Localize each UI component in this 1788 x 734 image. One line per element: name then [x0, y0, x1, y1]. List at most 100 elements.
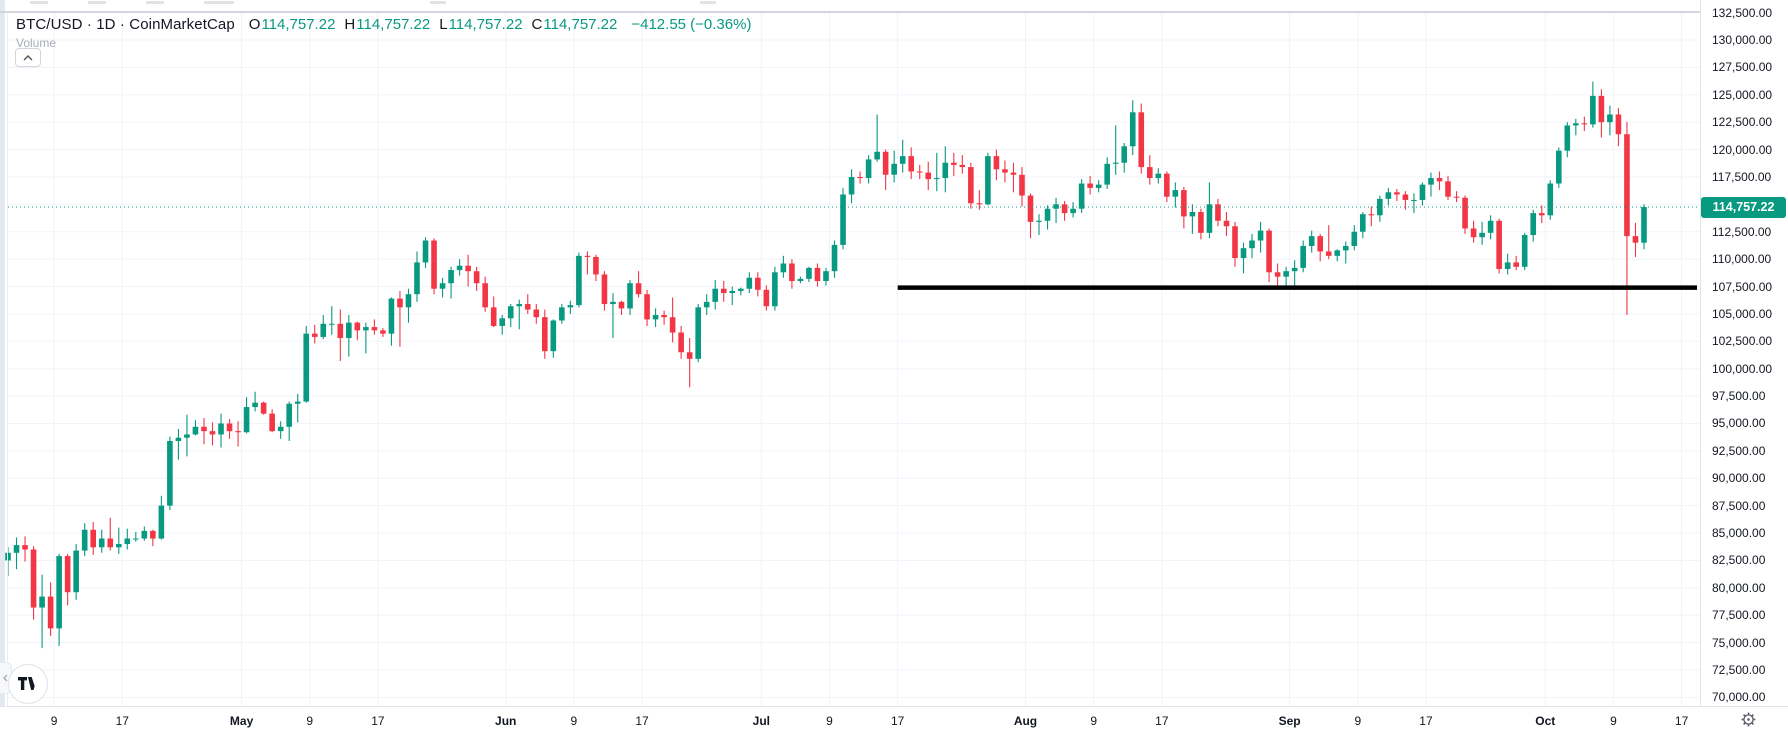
candle-body [1112, 162, 1119, 164]
candle-body [252, 402, 258, 408]
candle-body [1436, 178, 1443, 182]
separator-dot: · [119, 16, 125, 33]
candle-body [1351, 231, 1358, 246]
candle-body [533, 309, 540, 318]
volume-collapse-button[interactable] [15, 48, 41, 67]
candle-body [1530, 213, 1537, 236]
candle-body [746, 277, 753, 289]
candle-body [1419, 184, 1426, 200]
candle-body [1189, 212, 1196, 217]
candle-body [524, 304, 531, 310]
tradingview-logo-icon [18, 677, 38, 690]
candle-body [1564, 125, 1571, 151]
candle-body [661, 315, 667, 318]
price-axis-label: 97,500.00 [1712, 389, 1766, 404]
candle-body [857, 176, 863, 179]
candle-body [1155, 173, 1162, 179]
candle-body [814, 267, 821, 282]
candle-body [1573, 123, 1579, 126]
candle-body [90, 529, 97, 548]
candle-body [916, 171, 923, 173]
candle-body [1206, 204, 1213, 233]
open-label: O [248, 16, 261, 33]
candle-body [1615, 114, 1622, 135]
candle-body [294, 401, 301, 404]
candle-body [380, 330, 386, 334]
candle-body [1334, 250, 1341, 256]
candle-body [951, 162, 957, 165]
time-axis[interactable]: 9 17 May 9 17 Jun 9 17 Jul 9 17 Aug 9 17 Sep 9 17 Oct 9 17 [0, 706, 1788, 734]
symbol-title[interactable]: BTC/USD · 1D · CoinMarketCap [16, 16, 235, 33]
candle-body [908, 156, 915, 172]
candle-body [755, 277, 761, 290]
candle-body [371, 327, 378, 331]
high-value: 114,757.22 [356, 16, 431, 33]
price-axis-label: 112,500.00 [1712, 224, 1772, 239]
candle-body [635, 283, 642, 295]
time-axis-label: 17 [1155, 714, 1169, 728]
candle-body [1181, 190, 1187, 217]
candle-body [473, 271, 480, 284]
candle-body [1019, 174, 1025, 196]
tradingview-logo[interactable] [8, 664, 48, 704]
candle-body [1360, 214, 1366, 232]
low-label: L [439, 16, 448, 33]
candle-body [64, 556, 71, 593]
candle-body [576, 255, 582, 306]
candle-body [959, 164, 966, 168]
candle-body [567, 305, 574, 308]
candle-body [243, 407, 250, 433]
candle-body [337, 323, 344, 339]
price-axis-label: 87,500.00 [1712, 498, 1766, 513]
candle-body [98, 538, 105, 548]
candle-body [968, 167, 974, 204]
candle-body [985, 156, 991, 205]
candle-body [414, 262, 420, 295]
candle-body [823, 271, 829, 282]
candle-body [1462, 197, 1468, 229]
candle-body [840, 194, 846, 245]
candle-body [328, 323, 335, 325]
candle-body [550, 320, 557, 352]
candle-body [669, 317, 676, 333]
candle-body [882, 151, 889, 175]
axis-settings-gear-icon[interactable] [1738, 709, 1758, 729]
candle-body [1479, 232, 1485, 238]
price-change-value: −412.55 (−0.36%) [631, 16, 752, 33]
candle-body [763, 289, 770, 307]
interval-label[interactable]: 1D [96, 16, 116, 33]
candle-body [218, 423, 224, 435]
price-axis-label: 130,000.00 [1712, 32, 1773, 47]
candle-body [1555, 150, 1562, 184]
price-axis-label: 92,500.00 [1712, 443, 1766, 458]
candle-body [1002, 169, 1008, 173]
candle-body [1377, 198, 1383, 216]
candle-body [993, 156, 1000, 170]
candle-body [1342, 245, 1349, 251]
candle-body [346, 322, 352, 339]
candle-body [1385, 192, 1392, 199]
candle-body [13, 545, 20, 553]
candle-body [1513, 262, 1519, 267]
candle-body [39, 596, 45, 608]
time-axis-label: Sep [1278, 714, 1301, 728]
candle-body [1070, 208, 1076, 214]
candle-body [192, 426, 199, 435]
candle-body [1266, 230, 1272, 273]
candle-body [277, 426, 284, 432]
candle-body [124, 538, 131, 545]
candle-body [627, 283, 633, 309]
price-axis-label: 117,500.00 [1712, 169, 1772, 184]
time-axis-label: Jul [752, 714, 771, 728]
candle-body [158, 505, 165, 539]
chevron-left-icon [3, 674, 8, 682]
candle-body [141, 530, 148, 539]
price-axis[interactable]: 132,500.00 130,000.00 127,500.00 125,000.00… [1700, 0, 1788, 706]
candle-body [584, 255, 591, 257]
candle-body [507, 306, 514, 319]
candle-body [320, 323, 327, 337]
price-axis-label: 100,000.00 [1712, 361, 1773, 376]
candle-body [448, 270, 454, 284]
candle-body [1300, 245, 1306, 268]
